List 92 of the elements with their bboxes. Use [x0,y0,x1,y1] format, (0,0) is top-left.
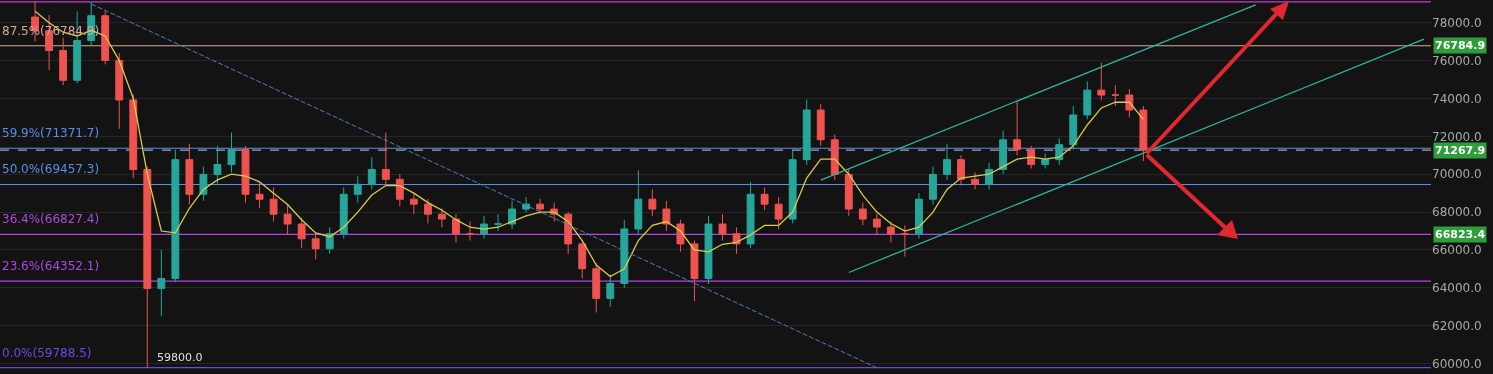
candlestick [999,130,1008,175]
candlestick [802,98,811,166]
y-tick-label: 62000.0 [1432,318,1482,333]
candlestick [704,215,713,285]
candlestick [634,169,643,236]
y-tick-label: 64000.0 [1432,281,1482,296]
candlestick [900,224,909,258]
candlestick [816,103,825,147]
candlestick [381,132,390,187]
y-tick-label: 60000.0 [1432,356,1482,371]
candlestick [227,132,236,173]
ref-line-label: 0.0%(59788.5) [2,346,92,360]
candlestick [1055,137,1064,166]
text: 66823.4 [1435,228,1486,241]
candlestick [886,221,895,243]
candlestick [676,219,685,253]
candlestick [943,143,951,181]
candlestick [452,213,460,243]
candlestick [760,186,769,211]
candlestick [367,156,376,190]
annotation: 59800.0 [157,351,203,364]
candlestick [914,192,923,240]
candlestick [564,211,573,255]
candlestick [1097,61,1106,101]
candlestick [59,37,68,86]
candlestick [437,207,446,228]
candlestick [395,173,404,207]
candlestick [157,249,166,317]
candlestick [213,145,222,185]
candlestick [466,221,474,241]
candlestick [199,166,208,202]
candlestick [788,149,797,224]
y-tick-label: 66000.0 [1432,243,1482,258]
candlestick [774,196,783,230]
candlestick [648,188,657,217]
candlestick [423,198,432,224]
candlestick [985,162,994,190]
candlestick [311,232,320,260]
y-tick-label: 78000.0 [1432,15,1482,30]
ref-line-label: 71267.9 [1435,144,1486,157]
y-tick-label: 76000.0 [1432,53,1482,68]
candlestick [1041,152,1050,170]
candlestick [171,149,180,283]
candlestick [339,186,348,240]
y-tick-label: 72000.0 [1432,129,1482,144]
ref-line-label: 50.0%(69457.3) [2,162,100,176]
candlestick [844,168,853,217]
candlestick [129,94,138,179]
candlestick [325,226,334,255]
candlestick [409,192,418,215]
candlestick [578,240,587,279]
candlestick [592,262,601,313]
candlestick [1139,105,1148,162]
candlestick [606,274,615,308]
candlestick [1125,88,1134,118]
ref-line-label: 23.6%(64352.1) [2,259,100,273]
y-tick-label: 74000.0 [1432,91,1482,106]
candlestick [1083,80,1092,120]
candlestick [872,213,881,236]
candlestick [283,204,292,236]
candlestick [620,219,629,289]
candlestick [255,181,264,209]
candlestick [115,52,124,130]
text: 76784.9 [1435,39,1486,52]
candlestick [732,226,741,255]
candlestick [718,213,727,241]
y-tick-label: 70000.0 [1432,167,1482,182]
candlestick [858,202,867,226]
candlestick [143,166,152,368]
candlestick [508,200,517,230]
ref-line-label: 36.4%(66827.4) [2,212,100,226]
candlestick [536,198,545,215]
candlestick [971,171,979,190]
candlestick [1069,105,1078,151]
y-tick-label: 68000.0 [1432,205,1482,220]
candlestick [353,175,362,204]
candlestick [297,217,306,249]
candlestick [241,145,250,204]
candlestick [1013,99,1022,156]
candlestick [690,240,699,302]
candlestick [746,181,755,249]
candlestick [1027,145,1036,170]
ref-line-label: 59.9%(71371.7) [2,126,100,140]
candlestick [101,10,110,65]
candlestick [929,166,937,206]
candlestick [494,213,502,232]
candlestick [1111,84,1120,107]
candlestick [269,186,278,223]
candlestick [185,143,194,206]
candlestick [957,154,965,187]
candlestick [830,133,839,181]
candlestick [662,200,671,232]
